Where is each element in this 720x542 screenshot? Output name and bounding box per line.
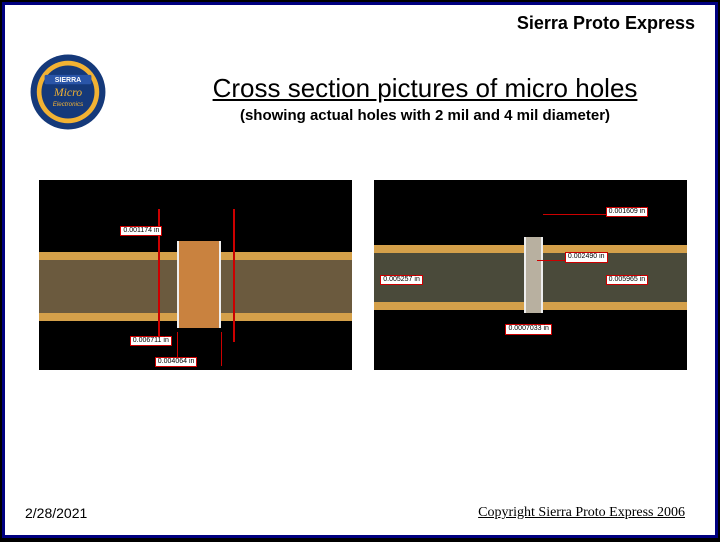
- measurement-label: 0.005257 in: [380, 275, 423, 285]
- measurement-label: 0.006711 in: [130, 336, 172, 346]
- svg-text:Micro: Micro: [53, 86, 82, 99]
- cross-section-left: 0.001174 in 0.006711 in 0.004064 in: [39, 180, 352, 370]
- slide-frame: Sierra Proto Express SIERRA Micro Electr…: [2, 2, 718, 538]
- measurement-label: 0.004064 in: [155, 357, 198, 367]
- footer-date: 2/28/2021: [25, 505, 87, 521]
- slide-title: Cross section pictures of micro holes: [175, 73, 675, 104]
- images-row: 0.001174 in 0.006711 in 0.004064 in 0.0016…: [39, 180, 687, 370]
- footer-copyright: Copyright Sierra Proto Express 2006: [478, 505, 685, 521]
- measurement-label: 0.001174 in: [120, 226, 162, 236]
- brand-header: Sierra Proto Express: [517, 13, 695, 34]
- svg-text:SIERRA: SIERRA: [55, 77, 81, 84]
- measurement-label: 0.005965 in: [606, 275, 649, 285]
- measurement-label: 0.001609 in: [606, 207, 649, 217]
- svg-text:Electronics: Electronics: [53, 101, 84, 108]
- cross-section-right: 0.001609 in 0.002490 in 0.005257 in 0.00596…: [374, 180, 687, 370]
- company-logo: SIERRA Micro Electronics: [29, 53, 107, 131]
- slide-subtitle: (showing actual holes with 2 mil and 4 m…: [175, 107, 675, 124]
- measurement-label: 0.002490 in: [565, 252, 608, 262]
- measurement-label: 0.0007033 in: [505, 324, 551, 334]
